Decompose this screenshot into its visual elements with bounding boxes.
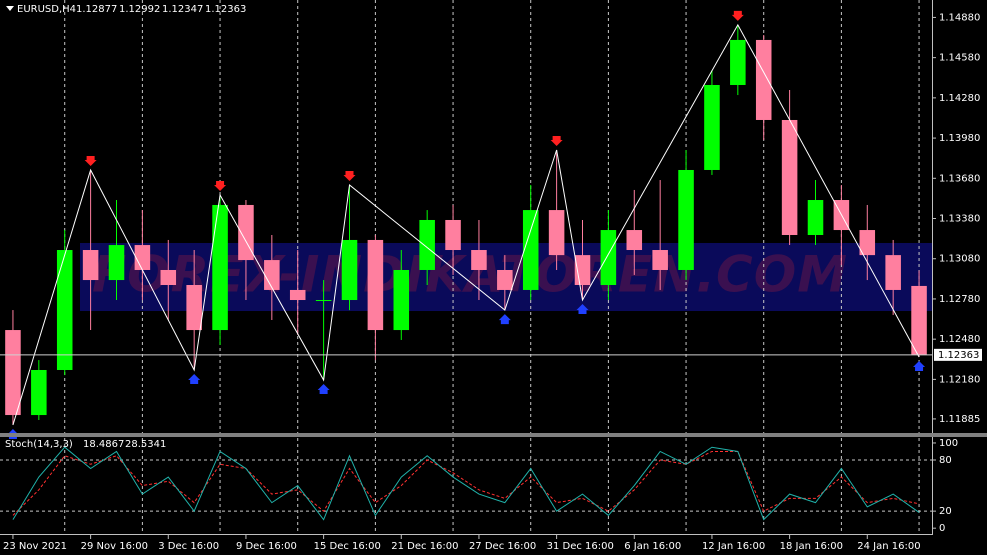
buy-arrow	[576, 304, 589, 315]
candle-body	[885, 255, 901, 290]
x-tick-label: 31 Dec 16:00	[547, 541, 614, 552]
candle-body	[160, 269, 177, 286]
header-open: 1.12877	[76, 4, 117, 15]
panel-separator	[0, 433, 987, 437]
y-tick-label: 1.13380	[939, 214, 980, 225]
plot	[0, 0, 932, 535]
x-tick-label: 29 Nov 16:00	[81, 541, 148, 552]
candle-body	[600, 230, 617, 286]
candle-body	[238, 204, 254, 261]
candle-body	[445, 219, 461, 251]
buy-arrow	[188, 373, 201, 384]
price-label-box	[934, 348, 982, 361]
y-tick-label: 1.13080	[939, 254, 980, 265]
candle-body	[730, 39, 746, 85]
candle-body	[781, 119, 798, 235]
candle-body	[5, 330, 21, 416]
candle-body	[419, 219, 435, 270]
sell-arrow	[343, 170, 356, 181]
candle-body	[367, 239, 384, 331]
candle-body	[497, 269, 513, 290]
menu-arrow[interactable]	[6, 6, 14, 11]
candle-body	[704, 84, 720, 170]
sell-arrow	[84, 155, 97, 166]
candle-body	[522, 210, 539, 290]
indicator-title: Stoch(14,3,3)	[5, 439, 73, 450]
stoch-line	[12, 446, 920, 521]
candle-body	[315, 300, 332, 302]
candle-body	[678, 169, 694, 270]
y-tick-label: 1.12180	[939, 374, 980, 385]
candle-body	[393, 269, 410, 331]
candle-body	[264, 260, 280, 290]
y-tick-label: 1.11885	[939, 414, 980, 425]
candle-body	[548, 210, 565, 256]
candle-body	[186, 285, 202, 331]
candle-body	[82, 250, 99, 281]
x-tick-label: 9 Dec 16:00	[236, 541, 297, 552]
buy-arrow	[913, 360, 926, 371]
y-tick-label: 1.12780	[939, 294, 980, 305]
indicator-signal-value: 28.5341	[125, 439, 166, 450]
header-close: 1.12363	[205, 4, 246, 15]
candle-body	[626, 230, 643, 251]
y-tick-label: 80	[939, 455, 952, 466]
candle-body	[31, 369, 47, 416]
x-tick-label: 3 Dec 16:00	[158, 541, 219, 552]
y-tick-label: 20	[939, 506, 952, 517]
indicator-main-value: 18.4867	[83, 439, 124, 450]
chart-title: EURUSD,H4	[17, 4, 76, 15]
candle-body	[755, 39, 772, 120]
candle-body	[859, 230, 876, 256]
candle-body	[471, 250, 487, 270]
x-tick-label: 18 Jan 16:00	[780, 541, 843, 552]
x-tick-label: 23 Nov 2021	[3, 541, 67, 552]
candle-body	[807, 200, 824, 235]
candle-body	[341, 239, 358, 301]
candle-body	[652, 250, 668, 270]
x-tick-label: 15 Dec 16:00	[314, 541, 381, 552]
sell-arrow	[550, 136, 563, 147]
y-tick-label: 1.14880	[939, 12, 980, 23]
buy-arrow	[317, 384, 330, 395]
buy-arrow	[498, 314, 511, 325]
x-tick-label: 24 Jan 16:00	[857, 541, 920, 552]
candle-body	[108, 245, 125, 281]
candle-body	[212, 204, 228, 331]
zigzag	[12, 23, 920, 426]
candle-body	[289, 289, 306, 301]
sell-arrow	[214, 181, 227, 192]
x-tick-label: 27 Dec 16:00	[469, 541, 536, 552]
header-high: 1.12992	[119, 4, 160, 15]
stoch-line	[12, 450, 920, 516]
candle-body	[56, 250, 73, 370]
candle-body	[911, 285, 927, 355]
y-tick-label: 100	[939, 438, 958, 449]
price-label: 1.12363	[938, 350, 979, 361]
x-tick-label: 6 Jan 16:00	[624, 541, 681, 552]
y-tick-label: 0	[939, 523, 945, 534]
y-tick-label: 1.14280	[939, 93, 980, 104]
y-tick-label: 1.13980	[939, 133, 980, 144]
y-tick-label: 1.12480	[939, 334, 980, 345]
sell-arrow	[731, 10, 744, 21]
y-tick-label: 1.14580	[939, 53, 980, 64]
header-low: 1.12347	[162, 4, 203, 15]
x-tick-label: 21 Dec 16:00	[391, 541, 458, 552]
y-tick-label: 1.13680	[939, 173, 980, 184]
candle-body	[134, 245, 151, 270]
x-tick-label: 12 Jan 16:00	[702, 541, 765, 552]
